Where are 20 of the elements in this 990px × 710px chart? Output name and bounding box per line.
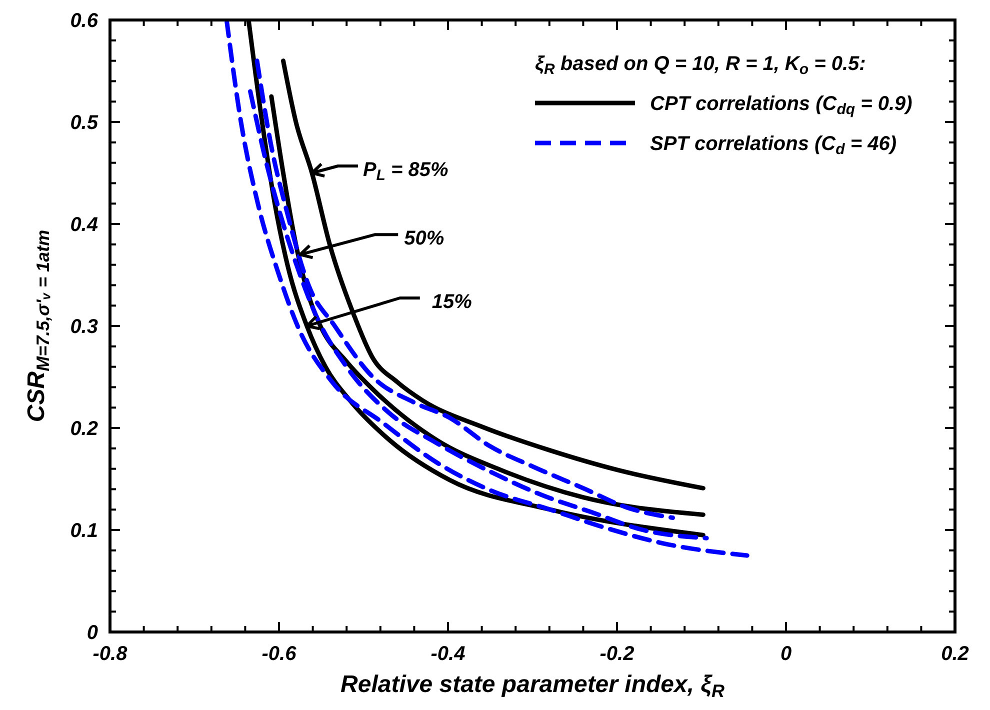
x-tick-label: -0.4 — [430, 643, 466, 665]
x-axis-title: Relative state parameter index, ξ$_{R}$ — [340, 671, 724, 700]
y-tick-label: 0.5 — [70, 112, 99, 134]
annotation: 15% — [432, 291, 472, 313]
legend-label: SPT correlations (C$_{d}$ = 46) — [650, 133, 897, 158]
x-tick-label: -0.8 — [92, 643, 128, 665]
y-tick-label: 0.6 — [70, 10, 99, 32]
annotation: 50% — [404, 228, 444, 250]
legend-label: CPT correlations (C$_{dq}$ = 0.9) — [650, 93, 913, 118]
legend-title: ξ$_{R}$ based on Q = 10, R = 1, K$_{o}$ = 0.5: — [535, 53, 866, 78]
x-tick-label: 0.2 — [941, 643, 969, 665]
annotation: P$_{L}$ = 85% — [362, 159, 449, 184]
y-tick-label: 0.3 — [70, 316, 98, 338]
y-tick-label: 0.1 — [70, 520, 98, 542]
x-tick-label: 0 — [780, 643, 792, 665]
y-tick-label: 0.4 — [70, 214, 98, 236]
y-tick-label: 0 — [86, 622, 98, 644]
y-tick-label: 0.2 — [70, 418, 98, 440]
x-tick-label: -0.6 — [262, 643, 298, 665]
x-tick-label: -0.2 — [600, 643, 634, 665]
